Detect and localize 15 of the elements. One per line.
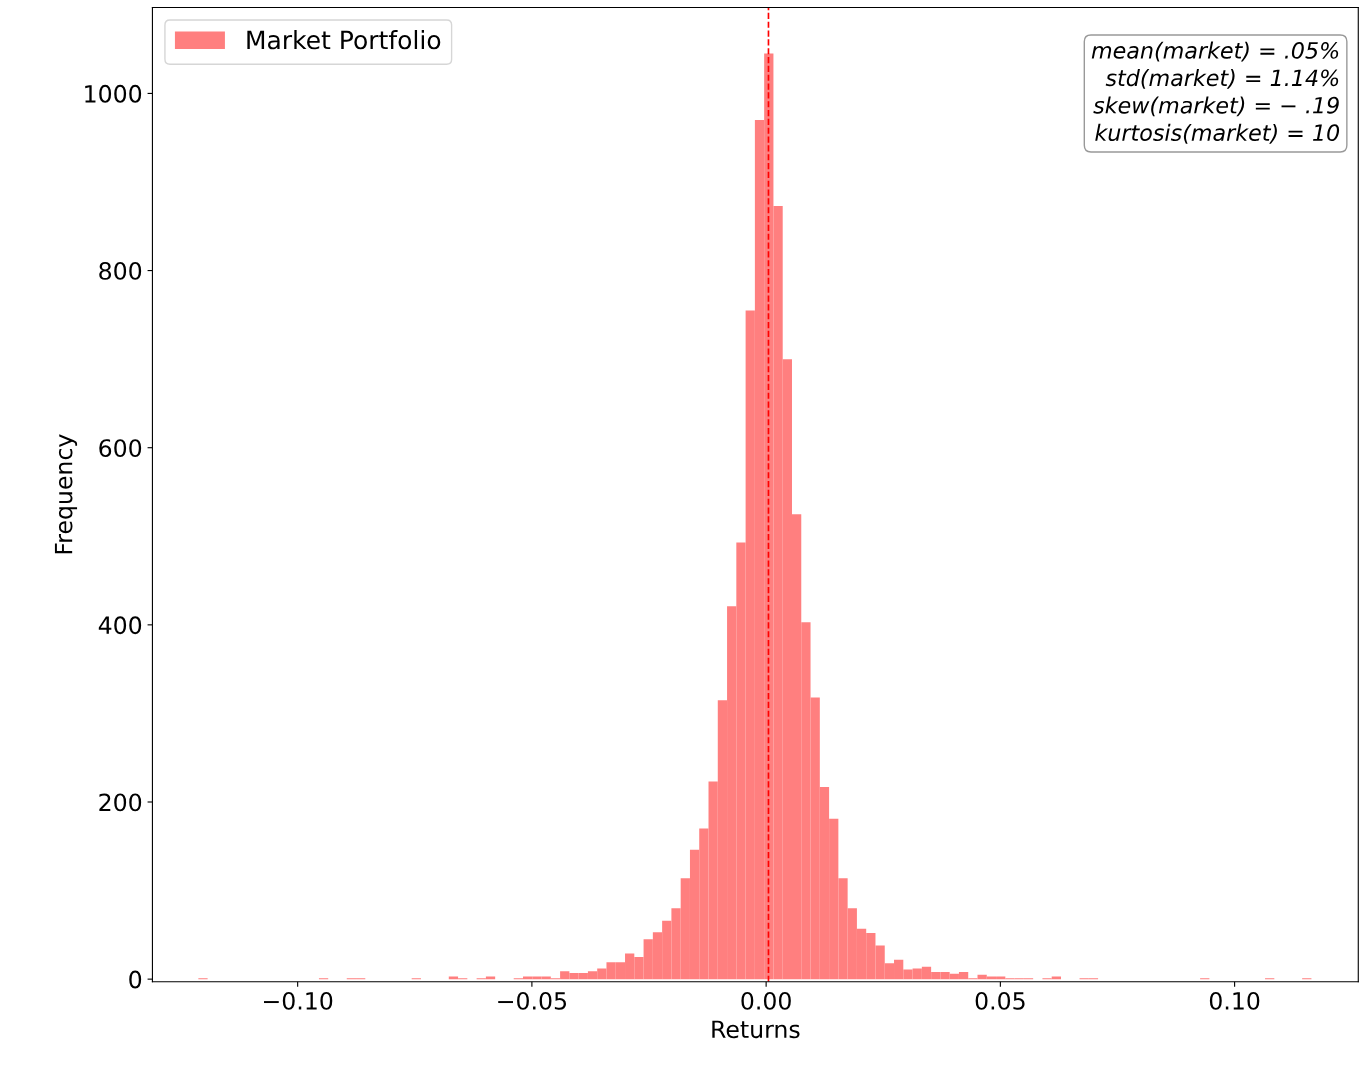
x-tick-label: 0.00 bbox=[741, 991, 791, 1010]
x-axis-title: Returns bbox=[712, 1020, 800, 1039]
legend-label: Market Portfolio bbox=[247, 30, 441, 50]
y-tick-label: 1000 bbox=[85, 84, 142, 103]
y-tick-label: 800 bbox=[99, 262, 142, 280]
y-tick-label: 0 bbox=[129, 970, 142, 989]
x-tick-label: −0.05 bbox=[498, 991, 567, 1010]
y-tick-label: 200 bbox=[99, 793, 142, 812]
y-axis-title: Frequency bbox=[54, 434, 78, 554]
x-tick-label: 0.10 bbox=[1209, 991, 1260, 1010]
y-tick-label: 400 bbox=[98, 616, 142, 635]
y-tick-label: 600 bbox=[99, 439, 142, 458]
x-tick-label: −0.10 bbox=[263, 991, 333, 1010]
annotation: mean(market) = .05% std(market) = 1.14% skew(market) = − .19 kurtosis(market) = 10 bbox=[1091, 41, 1340, 144]
x-tick-label: 0.05 bbox=[975, 991, 1025, 1010]
